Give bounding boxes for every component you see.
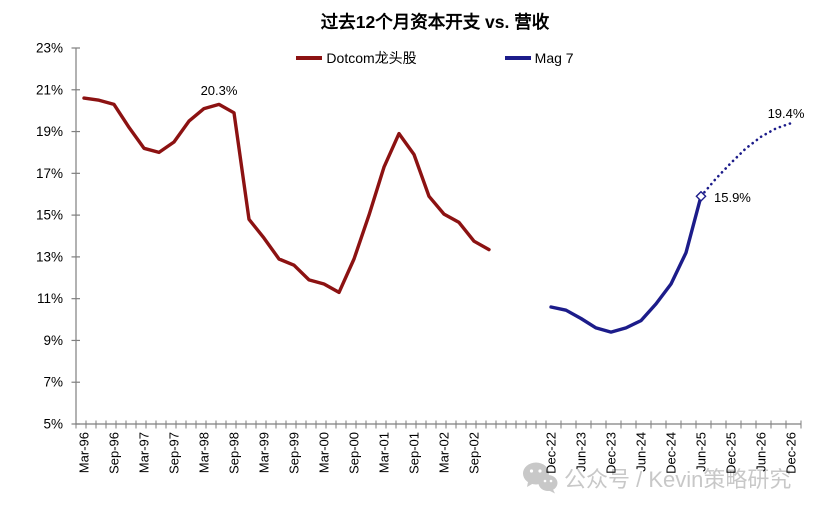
- x-tick-label: Jun-24: [634, 432, 649, 472]
- legend-item-mag7: Mag 7: [504, 48, 574, 68]
- x-tick-label: Dec-24: [664, 432, 679, 474]
- x-tick-label: Mar-00: [317, 432, 332, 473]
- x-tick-label: Dec-26: [784, 432, 799, 474]
- annotation-label: 15.9%: [714, 190, 751, 205]
- x-tick-label: Mar-97: [137, 432, 152, 473]
- x-tick-label: Dec-23: [604, 432, 619, 474]
- legend-swatch-dotcom: [296, 56, 323, 60]
- chart-legend: Dotcom龙头股 Mag 7: [30, 48, 831, 68]
- y-tick-label: 11%: [37, 291, 63, 306]
- y-tick-label: 13%: [36, 249, 63, 264]
- legend-label-dotcom: Dotcom龙头股: [326, 50, 417, 66]
- x-tick-label: Dec-25: [724, 432, 739, 474]
- axis-lines: [75, 48, 801, 425]
- x-tick-label: Mar-02: [437, 432, 452, 473]
- x-tick-label: Sep-00: [347, 432, 362, 474]
- y-tick-label: 23%: [36, 41, 63, 56]
- y-tick-label: 19%: [36, 124, 63, 139]
- watermark: 公众号 / Kevin策略研究: [522, 460, 791, 496]
- x-tick-label: Sep-96: [107, 432, 122, 474]
- y-tick-label: 7%: [43, 375, 63, 390]
- x-tick-label: Dec-22: [544, 432, 559, 474]
- page-title: 过去12个月资本开支 vs. 营收: [320, 12, 550, 32]
- y-tick-label: 9%: [43, 333, 63, 348]
- annotation-label: 19.4%: [768, 106, 805, 121]
- x-tick-label: Sep-98: [227, 432, 242, 474]
- x-tick-label: Mar-99: [257, 432, 272, 473]
- dotcom-line: [82, 96, 491, 295]
- end-marker-diamond: [695, 190, 707, 202]
- legend-item-dotcom: Dotcom龙头股: [296, 48, 417, 68]
- x-tick-label: Sep-97: [167, 432, 182, 474]
- x-tick-label: Sep-99: [287, 432, 302, 474]
- mag7-line: [549, 194, 703, 334]
- y-tick-label: 5%: [43, 417, 63, 432]
- wechat-icon: [523, 462, 558, 494]
- legend-label-mag7: Mag 7: [534, 50, 574, 66]
- x-tick-label: Mar-01: [377, 432, 392, 473]
- y-tick-label: 17%: [36, 166, 63, 181]
- x-tick-label: Sep-01: [407, 432, 422, 474]
- legend-swatch-mag7: [504, 56, 531, 60]
- x-tick-label: Mar-98: [197, 432, 212, 473]
- x-tick-label: Mar-96: [77, 432, 92, 473]
- x-tick-label: Jun-23: [574, 432, 589, 472]
- x-tick-label: Jun-26: [754, 432, 769, 472]
- annotation-label: 20.3%: [201, 83, 238, 98]
- y-tick-label: 15%: [36, 208, 63, 223]
- x-tick-label: Jun-25: [694, 432, 709, 472]
- y-tick-label: 21%: [36, 82, 63, 97]
- mag7-forecast-line: [699, 121, 793, 198]
- x-tick-label: Sep-02: [467, 432, 482, 474]
- watermark-text: 公众号 / Kevin策略研究: [564, 467, 792, 492]
